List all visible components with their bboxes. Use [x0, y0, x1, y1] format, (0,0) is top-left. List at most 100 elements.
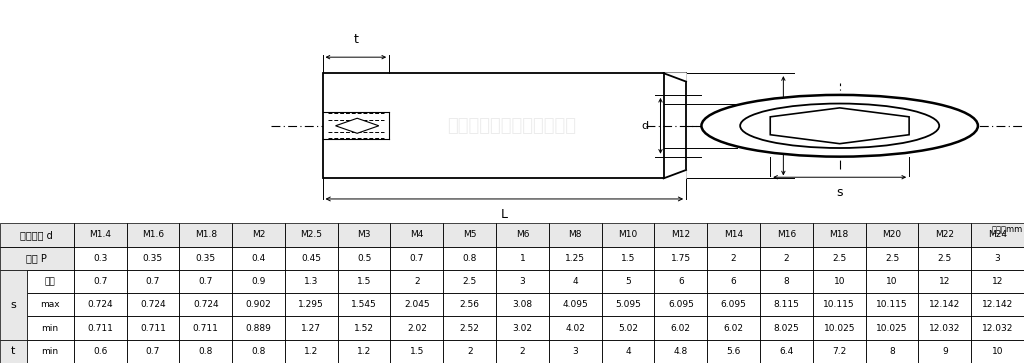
- Text: 0.902: 0.902: [246, 300, 271, 309]
- Bar: [708, 340, 760, 363]
- Text: 0.8: 0.8: [463, 254, 477, 263]
- Text: 8: 8: [889, 347, 895, 356]
- Bar: [179, 293, 232, 317]
- Bar: [74, 293, 127, 317]
- Text: 2: 2: [731, 254, 736, 263]
- Bar: [443, 270, 496, 293]
- Bar: [549, 293, 602, 317]
- Bar: [285, 223, 338, 246]
- Bar: [0, 246, 74, 270]
- Bar: [865, 340, 919, 363]
- Bar: [285, 340, 338, 363]
- Bar: [708, 270, 760, 293]
- Text: 4: 4: [626, 347, 631, 356]
- Text: 2.02: 2.02: [407, 323, 427, 333]
- Text: 0.711: 0.711: [87, 323, 113, 333]
- Text: 0.7: 0.7: [199, 277, 213, 286]
- Bar: [602, 340, 654, 363]
- Bar: [708, 223, 760, 246]
- Bar: [338, 293, 390, 317]
- Text: 1.25: 1.25: [565, 254, 586, 263]
- Text: M1.4: M1.4: [89, 231, 112, 239]
- Bar: [549, 223, 602, 246]
- Text: 12.032: 12.032: [929, 323, 961, 333]
- Text: 0.889: 0.889: [246, 323, 271, 333]
- Text: 2.56: 2.56: [460, 300, 479, 309]
- Bar: [179, 246, 232, 270]
- Bar: [760, 340, 813, 363]
- Text: 0.711: 0.711: [193, 323, 219, 333]
- Bar: [338, 340, 390, 363]
- Bar: [0, 223, 74, 246]
- Text: 2.5: 2.5: [885, 254, 899, 263]
- Text: M6: M6: [516, 231, 529, 239]
- Bar: [179, 270, 232, 293]
- Text: 1.2: 1.2: [357, 347, 372, 356]
- Text: 2.045: 2.045: [404, 300, 430, 309]
- Text: 单位：mm: 单位：mm: [991, 225, 1023, 234]
- Bar: [179, 340, 232, 363]
- Text: 12: 12: [939, 277, 950, 286]
- Bar: [549, 340, 602, 363]
- Bar: [971, 293, 1024, 317]
- Text: 1: 1: [519, 254, 525, 263]
- Text: 0.35: 0.35: [196, 254, 216, 263]
- Bar: [0, 270, 27, 340]
- Bar: [813, 223, 865, 246]
- Text: 0.4: 0.4: [251, 254, 265, 263]
- Text: 6.095: 6.095: [721, 300, 746, 309]
- Text: M12: M12: [672, 231, 690, 239]
- Text: 2: 2: [414, 277, 420, 286]
- Bar: [27, 270, 74, 293]
- Text: 10: 10: [992, 347, 1004, 356]
- Text: 2: 2: [783, 254, 790, 263]
- Text: 4.095: 4.095: [562, 300, 588, 309]
- Text: 公称: 公称: [45, 277, 55, 286]
- Text: M10: M10: [618, 231, 638, 239]
- Text: 1.3: 1.3: [304, 277, 318, 286]
- Bar: [549, 246, 602, 270]
- Text: 0.35: 0.35: [143, 254, 163, 263]
- Bar: [496, 340, 549, 363]
- Text: 3: 3: [519, 277, 525, 286]
- Bar: [708, 317, 760, 340]
- Bar: [496, 270, 549, 293]
- Text: M14: M14: [724, 231, 743, 239]
- Bar: [390, 317, 443, 340]
- Bar: [285, 293, 338, 317]
- Bar: [285, 317, 338, 340]
- Bar: [0, 340, 27, 363]
- Text: 8: 8: [783, 277, 790, 286]
- Text: 8.025: 8.025: [773, 323, 800, 333]
- Text: max: max: [40, 300, 60, 309]
- Bar: [602, 223, 654, 246]
- Text: 0.8: 0.8: [199, 347, 213, 356]
- Text: 7.2: 7.2: [833, 347, 847, 356]
- Bar: [390, 246, 443, 270]
- Bar: [760, 246, 813, 270]
- Text: 10.025: 10.025: [877, 323, 907, 333]
- Circle shape: [701, 95, 978, 157]
- Bar: [865, 223, 919, 246]
- Bar: [232, 270, 285, 293]
- Bar: [443, 293, 496, 317]
- Bar: [496, 317, 549, 340]
- Bar: [602, 223, 654, 246]
- Bar: [760, 223, 813, 246]
- Text: M1.6: M1.6: [142, 231, 164, 239]
- Bar: [813, 317, 865, 340]
- Text: 2: 2: [519, 347, 525, 356]
- Text: 4.8: 4.8: [674, 347, 688, 356]
- Bar: [390, 293, 443, 317]
- Bar: [74, 246, 127, 270]
- Bar: [338, 317, 390, 340]
- Bar: [971, 317, 1024, 340]
- Bar: [813, 293, 865, 317]
- Circle shape: [740, 103, 939, 148]
- Bar: [27, 317, 74, 340]
- Text: 6.095: 6.095: [668, 300, 694, 309]
- Bar: [654, 270, 708, 293]
- Bar: [443, 246, 496, 270]
- Text: 4: 4: [572, 277, 579, 286]
- Bar: [654, 293, 708, 317]
